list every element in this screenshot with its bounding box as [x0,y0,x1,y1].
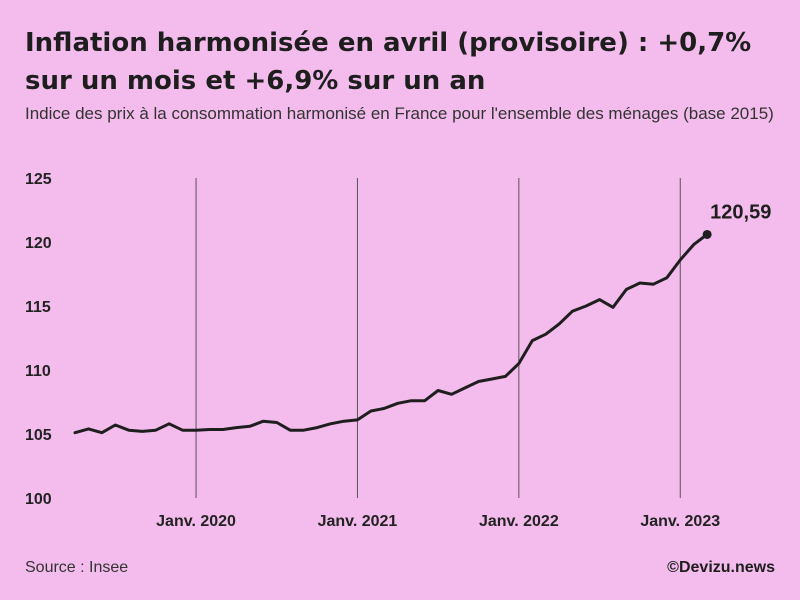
chart-subtitle: Indice des prix à la consommation harmon… [25,104,774,123]
y-tick-label: 100 [25,491,52,508]
series-line [73,232,709,435]
x-tick-label: Janv. 2022 [479,513,559,530]
end-point-label: 120,59 [710,201,771,223]
y-tick-label: 105 [25,427,52,444]
credit-label: ©Devizu.news [667,559,775,576]
y-tick-label: 120 [25,235,52,252]
chart-title: Inflation harmonisée en avril (provisoir… [25,28,752,96]
x-tick-label: Janv. 2023 [640,513,720,530]
y-tick-label: 125 [25,171,52,188]
source-note: Source : Insee [25,559,129,576]
y-tick-label: 110 [25,363,51,380]
x-tick-label: Janv. 2020 [156,513,236,530]
y-tick-label: 115 [25,299,51,316]
end-point-marker [702,229,712,239]
line-chart: 100 105 110 115 120 125 Janv. 2020 Janv. 2021 Ja… [25,171,771,530]
x-tick-label: Janv. 2021 [318,513,398,530]
